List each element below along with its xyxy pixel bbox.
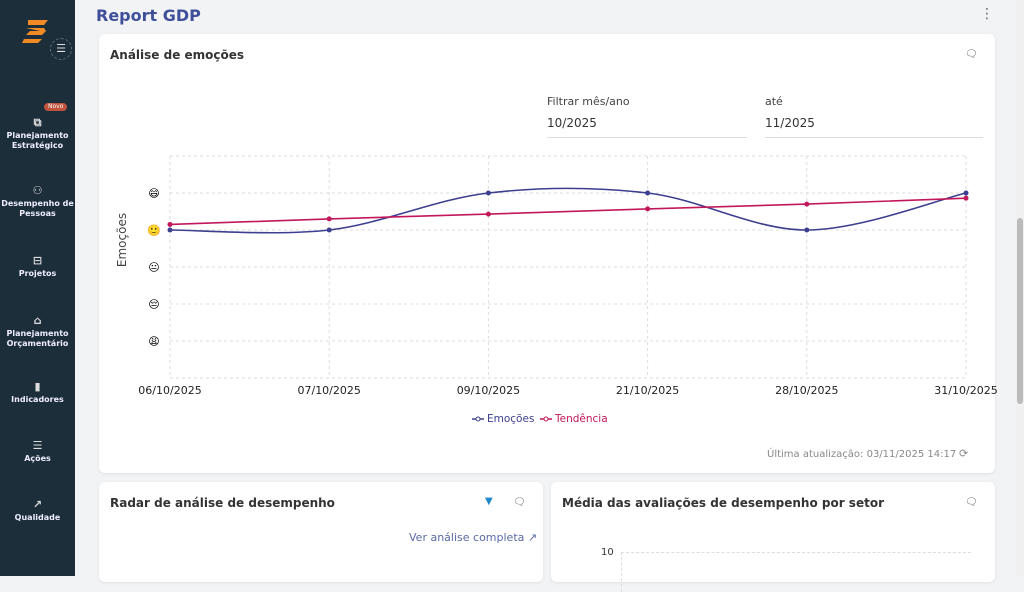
legend-label: Tendência (554, 413, 608, 425)
sidebar-item-label: Qualidade (14, 513, 61, 522)
bar-chart-icon: ▮ (34, 380, 41, 393)
puzzle-icon: ⧉ (33, 116, 42, 129)
filter-icon[interactable]: ▼ (485, 496, 493, 507)
y-tick-emoji: 😄 (148, 187, 159, 200)
filter-to-input[interactable]: 11/2025 (765, 116, 983, 138)
sidebar-item-6[interactable]: ↗ Qualidade (0, 498, 75, 523)
sector-card: Média das avaliações de desempenho por s… (551, 482, 995, 592)
x-tick-label: 21/10/2025 (616, 384, 679, 397)
data-point (485, 211, 491, 217)
card-title: Média das avaliações de desempenho por s… (562, 496, 884, 510)
sidebar-item-3[interactable]: ⌂ Planejamento Orçamentário (0, 314, 75, 349)
y-tick-emoji: 🙂 (147, 224, 161, 237)
scrollbar-thumb[interactable] (1017, 218, 1023, 404)
new-badge: Novo (44, 103, 68, 111)
scrollbar[interactable] (1016, 0, 1024, 576)
comment-icon[interactable]: 🗨 (965, 497, 978, 508)
sidebar-item-2[interactable]: ⊟ Projetos (0, 254, 75, 279)
data-point (645, 190, 651, 196)
logo (22, 20, 48, 43)
last-update: Última atualização: 03/11/2025 14:17 (767, 449, 957, 460)
filter-to-label: até (765, 95, 783, 108)
data-point (804, 201, 810, 207)
data-point (963, 195, 969, 201)
filter-from[interactable]: Filtrar mês/ano 10/2025 (547, 95, 747, 138)
radar-card: Radar de análise de desempenho ▼ 🗨 Ver a… (99, 482, 543, 582)
sidebar-item-label: Projetos (18, 269, 57, 278)
x-tick-label: 07/10/2025 (297, 384, 360, 397)
legend-label: Emoções (487, 413, 534, 425)
sector-chart-grid (621, 552, 971, 592)
data-point (485, 190, 491, 196)
data-point (167, 221, 173, 227)
sidebar-item-0[interactable]: ⧉ Planejamento Estratégico (0, 116, 75, 151)
y-tick-emoji: 😐 (148, 261, 159, 274)
filter-from-input[interactable]: 10/2025 (547, 116, 747, 138)
data-point (167, 227, 173, 233)
sidebar-item-label: Indicadores (11, 395, 64, 404)
emotions-chart: 06/10/2025 07/10/2025 09/10/2025 21/10/2025… (115, 155, 998, 425)
card-title: Radar de análise de desempenho (110, 496, 335, 510)
sidebar-item-5[interactable]: ☰ Ações (0, 439, 75, 464)
legend-marker (543, 416, 549, 422)
y-tick-emoji: 😩 (148, 335, 159, 348)
filter-to[interactable]: até 11/2025 (765, 95, 983, 138)
people-icon: ⚇ (32, 184, 43, 197)
filter-from-label: Filtrar mês/ano (547, 95, 630, 108)
legend-marker (475, 416, 481, 422)
refresh-icon[interactable]: ⟳ (959, 447, 969, 460)
more-options-icon[interactable]: ⋮ (980, 6, 994, 22)
y-axis-label: Emoções (115, 213, 129, 267)
menu-toggle-button[interactable]: ☰ (50, 38, 72, 60)
sidebar-item-1[interactable]: ⚇ Desempenho de Pessoas (0, 184, 75, 219)
page-title: Report GDP (96, 6, 201, 25)
x-tick-label: 06/10/2025 (138, 384, 201, 397)
data-point (326, 227, 332, 233)
data-point (326, 216, 332, 222)
data-point (804, 227, 810, 233)
y-tick: 10 (601, 547, 614, 558)
card-title: Análise de emoções (110, 48, 245, 62)
data-point (963, 190, 969, 196)
sidebar: ☰ Novo ⧉ Planejamento Estratégico ⚇ Desempe… (0, 0, 75, 576)
comment-icon[interactable]: 🗨 (965, 49, 978, 60)
series-line-1 (169, 197, 967, 226)
emotions-card: Análise de emoções 🗨 Filtrar mês/ano 10/… (99, 34, 995, 473)
x-tick-label: 09/10/2025 (457, 384, 520, 397)
view-full-analysis-link[interactable]: Ver análise completa ↗ (409, 531, 538, 544)
x-tick-label: 28/10/2025 (775, 384, 838, 397)
briefcase-icon: ⊟ (32, 254, 43, 267)
sidebar-item-label: Planejamento Orçamentário (6, 329, 69, 348)
series-line-0 (169, 187, 967, 234)
x-tick-label: 31/10/2025 (934, 384, 997, 397)
sidebar-item-label: Planejamento Estratégico (6, 131, 69, 150)
sidebar-item-label: Desempenho de Pessoas (1, 199, 74, 218)
line-chart-icon: ↗ (32, 498, 43, 511)
sidebar-item-label: Ações (24, 454, 51, 463)
y-tick-emoji: 😔 (148, 298, 159, 311)
checklist-icon: ☰ (32, 439, 43, 452)
data-point (645, 206, 651, 212)
bank-icon: ⌂ (33, 314, 42, 327)
comment-icon[interactable]: 🗨 (513, 497, 526, 508)
sidebar-item-4[interactable]: ▮ Indicadores (0, 380, 75, 405)
